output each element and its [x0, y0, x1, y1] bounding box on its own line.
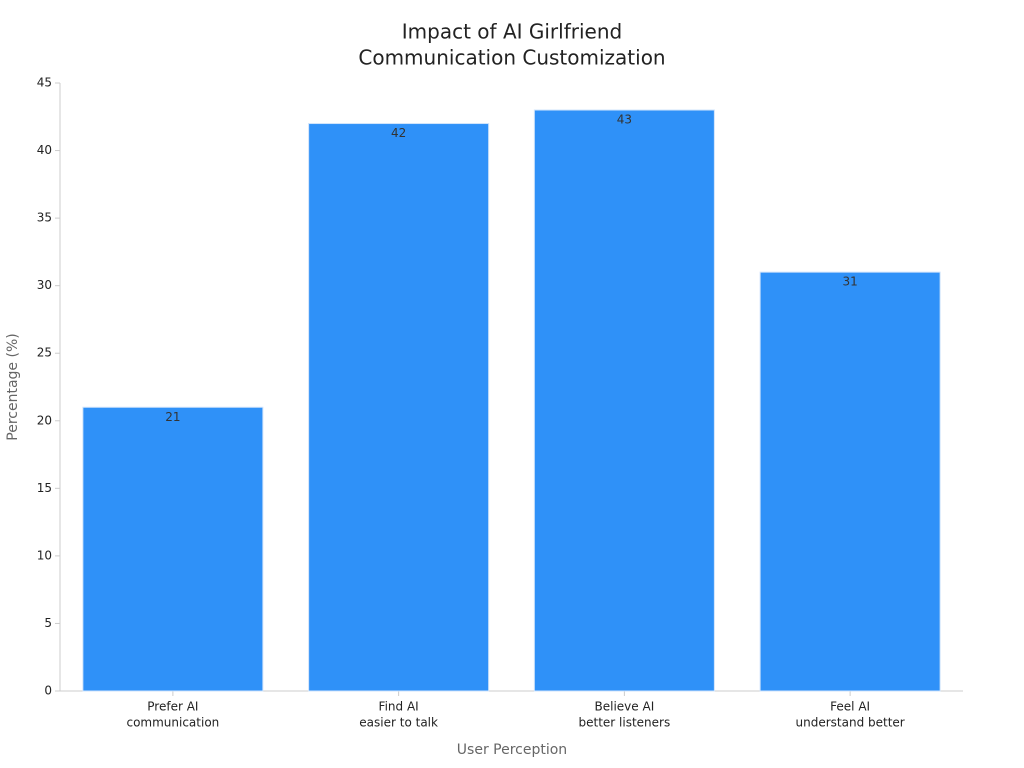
x-tick-label: better listeners	[579, 716, 671, 730]
y-tick-label: 10	[37, 548, 52, 562]
x-tick-label: Find AI	[379, 700, 419, 714]
x-tick-label: Feel AI	[830, 700, 870, 714]
bar	[759, 271, 941, 692]
data-label: 31	[842, 275, 857, 289]
data-label: 42	[391, 126, 406, 140]
x-axis-label: User Perception	[457, 742, 567, 758]
y-tick-label: 40	[37, 143, 52, 157]
y-tick-label: 15	[37, 481, 52, 495]
x-tick-label: easier to talk	[359, 716, 438, 730]
y-tick-label: 45	[37, 76, 52, 90]
y-tick-label: 30	[37, 278, 52, 292]
y-tick-label: 5	[44, 616, 52, 630]
x-tick-label: Prefer AI	[147, 700, 198, 714]
y-axis-label: Percentage (%)	[5, 333, 21, 440]
x-tick-label: understand better	[796, 716, 905, 730]
bar	[533, 109, 715, 692]
y-tick-label: 0	[44, 684, 52, 698]
y-tick-label: 35	[37, 211, 52, 225]
data-label: 21	[165, 410, 180, 424]
y-tick-label: 20	[37, 413, 52, 427]
bar	[308, 123, 490, 692]
x-tick-label: communication	[126, 716, 219, 730]
chart-title: Communication Customization	[358, 46, 665, 70]
y-tick-label: 25	[37, 346, 52, 360]
x-tick-label: Believe AI	[595, 700, 655, 714]
data-label: 43	[617, 113, 632, 127]
chart-title: Impact of AI Girlfriend	[402, 20, 622, 44]
bar	[82, 406, 264, 692]
